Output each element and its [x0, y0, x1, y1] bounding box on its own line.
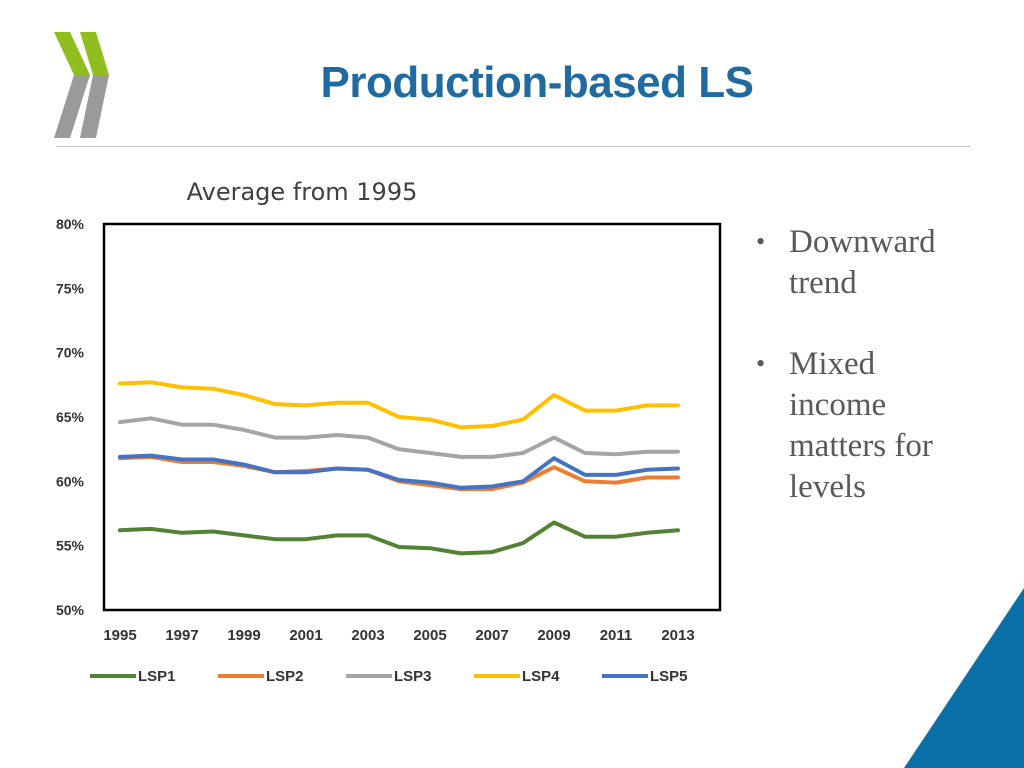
x-tick-label: 2011: [600, 627, 633, 644]
x-tick-label: 2005: [413, 627, 446, 644]
bullet-dot-icon: •: [756, 349, 766, 378]
corner-decoration: [904, 588, 1024, 768]
legend-label: LSP2: [266, 668, 304, 685]
y-tick-label: 75%: [56, 280, 85, 296]
y-tick-label: 65%: [56, 409, 85, 425]
series-line-lsp3: [118, 416, 680, 459]
series-line-lsp1: [118, 520, 680, 556]
x-tick-label: 1997: [165, 627, 198, 644]
y-tick-label: 55%: [56, 538, 85, 554]
logo-chevron-gray-right: [80, 75, 109, 138]
bullet-list: • Downward trend • Mixed income matters …: [756, 222, 976, 548]
x-tick-label: 2003: [351, 627, 384, 644]
legend-label: LSP3: [394, 668, 432, 685]
bullet-dot-icon: •: [756, 227, 766, 256]
line-chart: Average from 1995 50% 55% 60% 65% 70% 75% 80% 19…: [56, 178, 722, 685]
slide-title: Production-based LS: [320, 58, 754, 107]
legend-label: LSP1: [138, 668, 176, 685]
bullet-text: Downward trend: [789, 224, 936, 301]
x-tick-label: 2001: [289, 627, 322, 644]
logo-chevron-gray-left: [54, 75, 90, 138]
x-tick-label: 2009: [537, 627, 570, 644]
x-tick-label: 2007: [475, 627, 508, 644]
x-tick-label: 1999: [227, 627, 260, 644]
chart-title: Average from 1995: [187, 178, 418, 206]
series-line-lsp5: [118, 453, 680, 490]
corner-triangle: [904, 588, 1024, 768]
x-tick-label: 2013: [661, 627, 694, 644]
y-tick-label: 70%: [56, 345, 85, 361]
plot-area-border: [102, 222, 722, 612]
legend-label: LSP5: [650, 668, 688, 685]
title-divider: [56, 146, 970, 147]
y-tick-label: 80%: [56, 216, 85, 232]
bullet-item: • Mixed income matters for levels: [756, 344, 976, 508]
x-tick-label: 1995: [103, 627, 136, 644]
series-line-lsp4: [118, 380, 680, 430]
bullet-item: • Downward trend: [756, 222, 976, 304]
logo-chevron-green-left: [54, 32, 90, 75]
oecd-logo: [54, 32, 109, 138]
legend-label: LSP4: [522, 668, 560, 685]
bullet-text: Mixed income matters for levels: [789, 346, 933, 505]
y-tick-label: 60%: [56, 473, 85, 489]
y-tick-label: 50%: [56, 602, 85, 618]
logo-chevron-green-right: [80, 32, 109, 75]
